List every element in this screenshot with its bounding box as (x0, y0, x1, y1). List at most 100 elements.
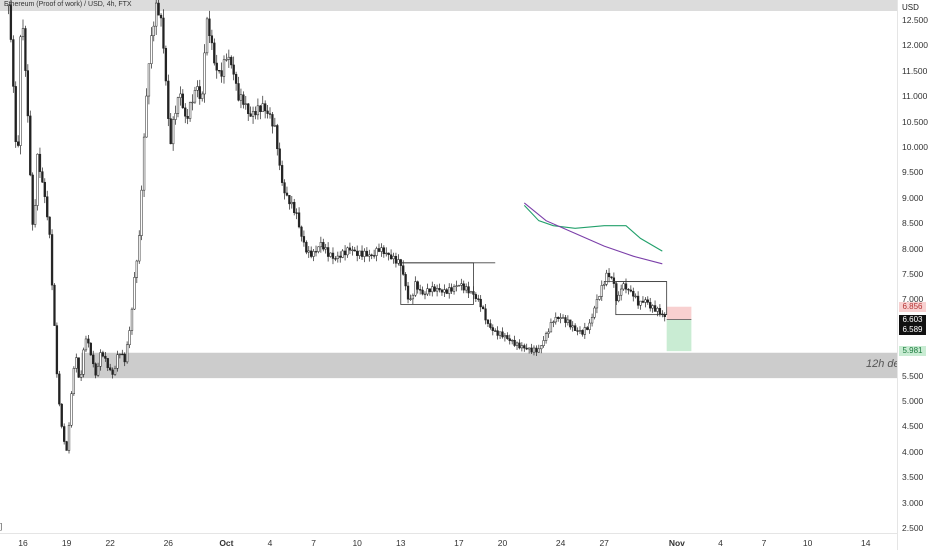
candle (324, 243, 327, 254)
candle (581, 329, 584, 337)
ma-slow-line (523, 202, 663, 265)
candle-body (358, 250, 361, 256)
candle-body (75, 357, 78, 369)
candle (21, 19, 25, 41)
candle-body (288, 195, 291, 205)
candle-body (438, 288, 441, 291)
candle (104, 351, 107, 362)
candle (607, 268, 611, 283)
candle-body (48, 216, 51, 235)
candle (506, 332, 509, 340)
candle-body (89, 342, 92, 356)
candle (75, 353, 78, 373)
y-tick-label: 7.500 (902, 269, 924, 279)
candle-body (452, 286, 456, 292)
candle-body (481, 306, 485, 310)
x-tick-label: 20 (497, 538, 508, 548)
candle-body (523, 345, 526, 349)
candle-body (111, 369, 114, 375)
candle (382, 245, 385, 258)
candle-body (9, 4, 13, 40)
candle-body (644, 299, 647, 303)
candle (469, 290, 473, 294)
candle-body (600, 285, 603, 297)
candle-body (43, 181, 46, 197)
y-tick-label: 11.000 (902, 91, 928, 102)
candle (266, 104, 269, 119)
candle-body (346, 247, 349, 256)
candle-body (169, 118, 172, 145)
candle-body (365, 250, 369, 257)
candle-body (259, 105, 262, 112)
candle-body (426, 288, 429, 295)
candle (615, 281, 618, 305)
candle (525, 343, 528, 351)
candle (99, 349, 102, 371)
x-tick-label: 4 (718, 538, 723, 548)
candle-body (142, 136, 146, 191)
candle (188, 101, 192, 122)
candle (26, 64, 29, 123)
candle-body (79, 374, 83, 378)
candle-body (31, 174, 34, 225)
candle (89, 342, 92, 356)
candle-body (503, 335, 507, 338)
candle (605, 269, 608, 287)
candle-body (467, 286, 470, 294)
candle (7, 4, 10, 15)
candle (285, 186, 289, 197)
candle (508, 334, 511, 345)
candle-body (164, 48, 168, 82)
candle-body (448, 287, 451, 294)
candle (138, 230, 141, 264)
candle (14, 81, 17, 148)
candle-body (421, 289, 424, 295)
candle-body (450, 287, 453, 292)
time-axis[interactable] (0, 533, 897, 551)
candle (513, 335, 516, 347)
candle-body (135, 260, 138, 278)
candle (433, 284, 436, 293)
candle-body (67, 424, 71, 451)
candle (590, 313, 594, 327)
candle-body (605, 272, 608, 285)
candle-body (239, 94, 243, 101)
candle (377, 243, 381, 253)
candle (627, 288, 630, 295)
candle-body (632, 290, 635, 297)
candle (157, 0, 160, 16)
price-chart[interactable] (0, 0, 897, 533)
candle-body (184, 107, 187, 117)
candle (288, 195, 291, 210)
candle (84, 335, 88, 352)
y-tick-label: 9.500 (902, 167, 924, 178)
candle (336, 251, 339, 263)
candle-body (465, 286, 468, 291)
candle-body (191, 101, 194, 104)
candle-body (145, 95, 148, 138)
candle-body (351, 249, 354, 251)
candle (617, 291, 620, 303)
candle-body (36, 153, 39, 206)
candle-body (63, 426, 66, 442)
x-tick-label: 7 (311, 538, 316, 548)
candle (326, 242, 330, 262)
candle (106, 357, 109, 372)
x-tick-label: 14 (861, 538, 871, 548)
price-axis[interactable] (897, 0, 932, 550)
candle (186, 109, 189, 125)
candle (133, 272, 136, 310)
candle-body (573, 325, 577, 331)
candle-body (147, 63, 151, 97)
candle (554, 312, 557, 325)
candle (128, 326, 131, 349)
candle-body (273, 125, 277, 127)
candle (624, 278, 628, 294)
candle (17, 135, 20, 148)
candle-body (220, 70, 223, 77)
candle-body (457, 285, 461, 287)
candle-body (181, 93, 184, 109)
candle-body (435, 288, 439, 292)
candle-body (511, 339, 514, 342)
